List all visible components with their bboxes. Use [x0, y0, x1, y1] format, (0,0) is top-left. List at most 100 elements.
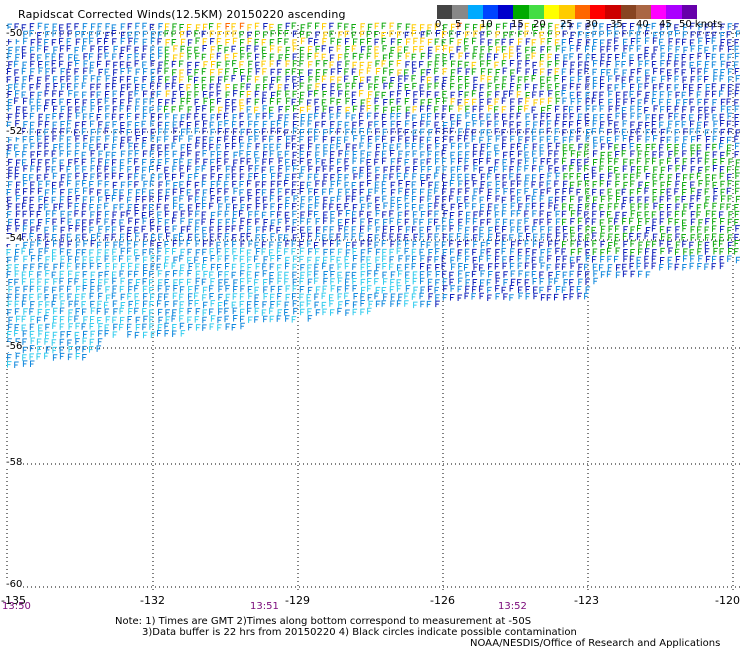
wind-barb — [660, 106, 665, 113]
wind-barb — [97, 172, 102, 180]
wind-barb — [210, 114, 215, 121]
wind-barb — [614, 240, 619, 247]
wind-barb — [449, 271, 454, 279]
wind-barb — [232, 196, 237, 204]
lat-label-58: -58 — [6, 457, 23, 468]
wind-barb — [383, 278, 388, 285]
wind-barb — [555, 60, 560, 67]
wind-barb — [150, 225, 155, 232]
wind-barb — [606, 137, 612, 144]
wind-barb — [112, 300, 118, 307]
wind-barb — [675, 30, 680, 37]
wind-barb — [465, 105, 470, 113]
wind-barb — [119, 189, 124, 196]
wind-barb — [306, 218, 312, 225]
wind-barb — [503, 188, 508, 195]
wind-barb — [616, 98, 621, 105]
wind-barb — [472, 256, 478, 264]
wind-barb — [330, 83, 335, 90]
wind-barb — [501, 60, 507, 67]
wind-barb — [546, 120, 552, 127]
wind-barb — [30, 53, 35, 61]
wind-barb — [119, 76, 125, 83]
wind-barb — [217, 324, 222, 331]
wind-barb — [726, 150, 732, 157]
wind-barb — [427, 113, 432, 120]
wind-barb — [74, 187, 80, 195]
wind-barb — [577, 127, 582, 135]
wind-barb — [532, 240, 538, 247]
wind-barb — [404, 84, 410, 91]
wind-barb — [367, 202, 372, 210]
wind-barb — [270, 285, 276, 293]
wind-barb — [548, 240, 553, 248]
wind-barb — [97, 189, 102, 196]
wind-barb — [113, 308, 118, 315]
wind-barb — [720, 84, 726, 91]
wind-barb — [435, 151, 440, 158]
wind-barb — [532, 24, 537, 31]
wind-barb — [44, 105, 49, 112]
wind-barb — [367, 151, 372, 159]
wind-barb — [224, 278, 229, 286]
wind-barb — [396, 172, 402, 180]
wind-barb — [651, 76, 657, 84]
wind-barb — [502, 234, 507, 241]
wind-barb — [681, 114, 686, 121]
wind-barb — [653, 31, 658, 39]
wind-barb — [561, 68, 567, 75]
wind-barb — [30, 219, 35, 226]
wind-barb — [623, 98, 628, 106]
wind-barb — [180, 114, 186, 121]
wind-barb — [120, 37, 126, 45]
wind-barb — [150, 68, 156, 76]
wind-barb — [397, 69, 402, 76]
wind-barb — [209, 285, 214, 292]
wind-barb — [172, 217, 177, 224]
wind-barb — [104, 210, 110, 218]
wind-barb — [622, 270, 628, 278]
wind-barb — [195, 120, 200, 128]
wind-barb — [532, 226, 537, 233]
wind-barb — [157, 270, 163, 277]
wind-barb — [404, 234, 409, 241]
wind-barb — [232, 30, 237, 37]
wind-barb — [322, 285, 328, 293]
wind-barb — [187, 159, 193, 166]
wind-barb — [390, 165, 395, 173]
wind-barb — [59, 338, 65, 346]
wind-barb — [606, 69, 611, 76]
wind-barb — [441, 39, 447, 46]
wind-barb — [314, 52, 320, 60]
wind-barb — [22, 136, 28, 143]
wind-barb — [561, 210, 567, 218]
wind-barb — [143, 180, 148, 188]
wind-barb — [240, 157, 245, 165]
wind-barb — [285, 188, 290, 196]
wind-barb — [712, 218, 717, 225]
wind-barb — [584, 67, 589, 75]
wind-barb — [141, 84, 147, 91]
wind-barb — [202, 233, 207, 240]
wind-barb — [233, 84, 238, 91]
wind-barb — [173, 211, 178, 218]
wind-barb — [494, 61, 499, 69]
wind-barb — [637, 68, 642, 75]
wind-barb — [593, 159, 598, 166]
wind-barb — [487, 188, 493, 196]
wind-barb — [533, 233, 538, 241]
wind-barb — [120, 68, 125, 75]
wind-barb — [533, 219, 538, 226]
wind-barb — [548, 202, 553, 209]
wind-barb — [181, 128, 186, 136]
wind-barb — [690, 218, 696, 226]
wind-barb — [480, 203, 485, 211]
wind-barb — [487, 53, 492, 60]
wind-barb — [547, 142, 553, 150]
wind-barb — [59, 143, 64, 150]
wind-barb — [472, 98, 477, 106]
wind-barb — [278, 54, 283, 61]
wind-barb — [29, 23, 35, 30]
wind-barb — [195, 24, 201, 31]
wind-barb — [621, 128, 627, 136]
